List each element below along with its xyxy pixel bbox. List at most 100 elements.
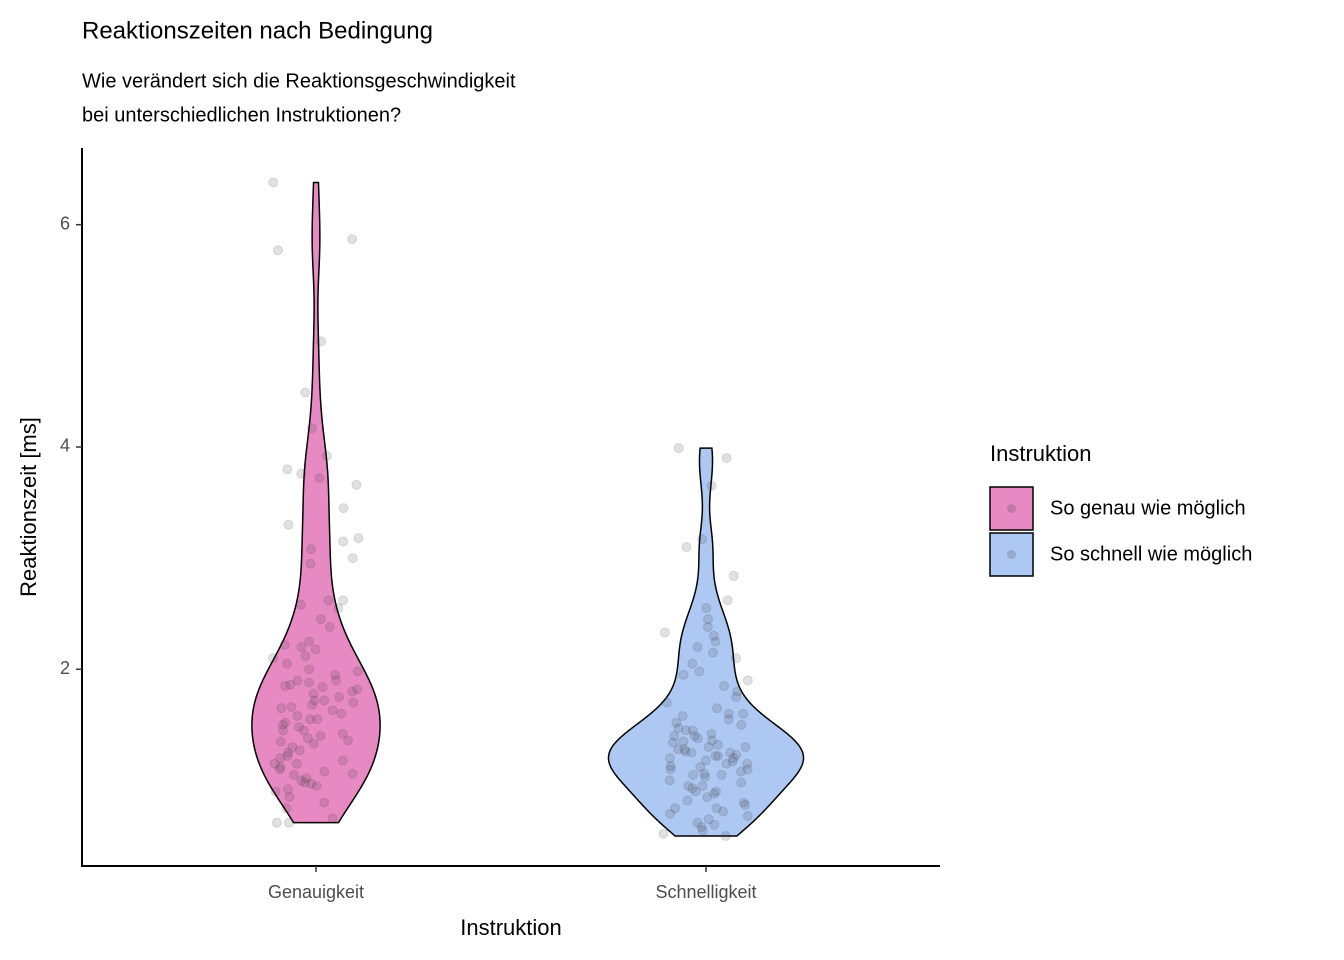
data-point [321, 450, 332, 461]
data-point [722, 595, 733, 606]
data-point [275, 753, 286, 764]
data-point [738, 797, 749, 808]
data-point [299, 777, 310, 788]
data-point [342, 735, 353, 746]
data-point [686, 747, 697, 758]
data-point [711, 803, 722, 814]
data-point [742, 764, 753, 775]
data-point [285, 679, 296, 690]
data-point [703, 814, 714, 825]
data-point [689, 730, 700, 741]
violin [251, 181, 381, 824]
legend-label: So genau wie möglich [1050, 497, 1246, 519]
data-point [701, 603, 712, 614]
legend-title: Instruktion [990, 441, 1092, 466]
y-axis-label: Reaktionszeit [ms] [16, 417, 41, 597]
data-point [687, 783, 698, 794]
data-point [337, 755, 348, 766]
data-point [319, 695, 330, 706]
data-point [667, 737, 678, 748]
chart-subtitle: Wie verändert sich die Reaktionsgeschwin… [82, 70, 516, 92]
data-point [688, 769, 699, 780]
data-point [697, 825, 708, 836]
data-point [692, 733, 703, 744]
data-point [275, 762, 286, 773]
data-point [269, 758, 280, 769]
data-point [308, 738, 319, 749]
data-point [728, 570, 739, 581]
data-point [315, 614, 326, 625]
data-point [665, 764, 676, 775]
data-point [312, 714, 323, 725]
data-point [287, 742, 298, 753]
data-point [276, 703, 287, 714]
violin [607, 447, 805, 837]
data-point [695, 762, 706, 773]
data-point [291, 758, 302, 769]
data-point [338, 503, 349, 514]
data-point [347, 234, 358, 245]
data-point [731, 692, 742, 703]
data-point [317, 682, 328, 693]
data-point [678, 736, 689, 747]
data-point [707, 735, 718, 746]
data-point [280, 717, 291, 728]
data-point [292, 675, 303, 686]
data-point [665, 808, 676, 819]
data-point [307, 423, 318, 434]
data-point [735, 766, 746, 777]
x-axis-label: Instruktion [460, 915, 562, 940]
data-point [268, 177, 279, 188]
data-point [338, 536, 349, 547]
data-point [282, 464, 293, 475]
data-point [295, 599, 306, 610]
data-point [315, 336, 326, 347]
y-tick-label: 6 [60, 213, 70, 233]
data-point [294, 745, 305, 756]
data-point [664, 753, 675, 764]
data-point [281, 803, 292, 814]
data-point [740, 742, 751, 753]
data-point [738, 708, 749, 719]
data-point [673, 443, 684, 454]
data-point [305, 714, 316, 725]
legend-key-point [1007, 550, 1016, 559]
data-point [709, 788, 720, 799]
data-point [315, 730, 326, 741]
data-point [725, 747, 736, 758]
data-point [723, 708, 734, 719]
data-point [680, 746, 691, 757]
data-point [682, 795, 693, 806]
data-point [742, 810, 753, 821]
data-point [700, 755, 711, 766]
data-point [292, 710, 303, 721]
data-point [303, 677, 314, 688]
data-point [670, 803, 681, 814]
data-point [683, 780, 694, 791]
data-point [336, 708, 347, 719]
data-point [281, 658, 292, 669]
data-point [687, 658, 698, 669]
data-point [702, 792, 713, 803]
data-point [727, 756, 738, 767]
data-point [353, 533, 364, 544]
data-point [669, 730, 680, 741]
data-point [268, 653, 279, 664]
data-point [731, 749, 742, 760]
data-point [692, 642, 703, 653]
data-point [719, 680, 730, 691]
data-point [736, 777, 747, 788]
y-tick-label: 4 [60, 436, 70, 456]
data-point [679, 744, 690, 755]
chart-title: Reaktionszeiten nach Bedingung [82, 17, 433, 44]
data-point [286, 702, 297, 713]
data-point [671, 717, 682, 728]
data-point [278, 725, 289, 736]
data-point [700, 772, 711, 783]
data-point [282, 750, 293, 761]
data-point [711, 786, 722, 797]
data-point [687, 725, 698, 736]
data-point [274, 764, 285, 775]
data-point [270, 786, 281, 797]
